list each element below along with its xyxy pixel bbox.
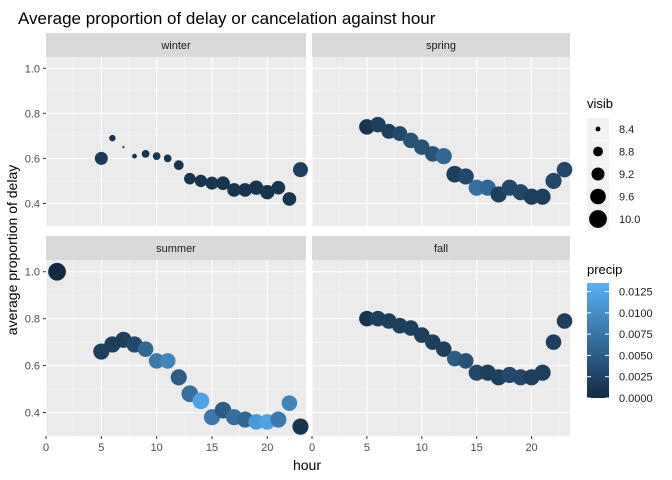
- facet-panel-spring: spring: [311, 33, 573, 227]
- facet-panel-winter: winter 0.4 0.6 0.8 1.0: [25, 33, 308, 227]
- facet-strip-label: spring: [426, 40, 456, 52]
- data-point: [109, 134, 116, 142]
- size-legend-label: 9.2: [619, 169, 634, 181]
- data-point: [534, 188, 551, 205]
- size-legend-dot: [595, 126, 601, 132]
- facet-strip-label: summer: [156, 243, 196, 255]
- data-point: [457, 168, 474, 185]
- color-legend-label: 0.0025: [619, 372, 653, 384]
- data-point: [556, 161, 573, 178]
- data-point: [227, 183, 241, 197]
- data-point: [392, 126, 408, 142]
- data-point: [192, 392, 210, 410]
- x-tick-label: 15: [471, 442, 483, 454]
- size-legend-dot: [590, 188, 606, 205]
- color-legend-label: 0.0075: [619, 329, 653, 341]
- panel-background: [46, 57, 306, 226]
- data-point: [248, 414, 264, 430]
- x-tick-label: 15: [206, 442, 218, 454]
- color-legend-label: 0.0125: [619, 287, 653, 299]
- data-point: [173, 160, 184, 171]
- data-point: [170, 369, 187, 386]
- data-point: [292, 162, 308, 178]
- panel-background: [46, 260, 306, 436]
- y-tick-label: 0.4: [25, 408, 40, 420]
- size-legend-label: 10.0: [619, 214, 640, 226]
- chart-title: Average proportion of delay or cancelati…: [18, 9, 436, 28]
- size-legend-dot: [591, 167, 605, 181]
- facet-strip: [46, 33, 306, 57]
- color-legend-label: 0.0000: [619, 393, 653, 405]
- color-legend-label: 0.0050: [619, 350, 653, 362]
- data-point: [270, 411, 287, 428]
- x-tick-label: 20: [525, 442, 537, 454]
- data-point: [260, 185, 275, 200]
- data-point: [292, 418, 309, 435]
- data-point: [194, 174, 208, 188]
- size-legend-label: 9.6: [619, 192, 634, 204]
- data-point: [457, 353, 474, 369]
- data-point: [545, 172, 562, 190]
- data-point: [435, 341, 452, 357]
- y-tick-label: 0.4: [25, 198, 40, 210]
- facet-strip: [46, 236, 306, 260]
- data-point: [122, 146, 125, 149]
- data-point: [281, 395, 298, 411]
- data-point: [271, 180, 286, 195]
- data-point: [141, 150, 150, 158]
- y-tick-label: 0.6: [25, 361, 40, 373]
- y-tick-label: 0.8: [25, 314, 40, 326]
- x-tick-label: 5: [364, 442, 370, 454]
- data-point: [370, 116, 386, 133]
- data-point: [148, 353, 165, 369]
- size-legend-label: 8.4: [619, 124, 634, 136]
- data-point: [216, 176, 230, 191]
- data-point: [94, 151, 108, 165]
- facet-strip-label: fall: [434, 243, 448, 255]
- x-tick-label: 10: [151, 442, 163, 454]
- data-point: [534, 364, 551, 381]
- data-point: [159, 353, 176, 369]
- y-tick-label: 0.6: [25, 153, 40, 165]
- data-point: [132, 153, 137, 159]
- x-tick-label: 20: [261, 442, 273, 454]
- x-tick-label: 0: [309, 442, 315, 454]
- facet-strip: [312, 236, 570, 260]
- color-legend-bar: [587, 283, 609, 398]
- data-point: [163, 154, 172, 163]
- color-legend-title: precip: [587, 262, 622, 277]
- data-point: [48, 262, 66, 281]
- data-point: [184, 172, 196, 185]
- data-point: [249, 180, 264, 195]
- y-tick-label: 0.8: [25, 108, 40, 120]
- x-tick-label: 0: [43, 442, 49, 454]
- data-point: [545, 334, 562, 350]
- size-legend-title: visib: [587, 96, 613, 111]
- size-legend-label: 8.8: [619, 147, 634, 159]
- y-tick-label: 1.0: [25, 267, 40, 279]
- data-point: [137, 341, 154, 357]
- size-legend-dot: [589, 210, 607, 228]
- facet-strip-label: winter: [160, 40, 191, 52]
- y-tick-label: 1.0: [25, 63, 40, 75]
- facet-panel-summer: summer 0.4 0.6 0.8 1.0 0 5 10 15 20: [25, 236, 309, 454]
- x-axis-title: hour: [293, 457, 321, 473]
- data-point: [238, 183, 252, 197]
- y-axis-title: average proportion of delay: [4, 165, 20, 335]
- data-point: [282, 192, 297, 206]
- data-point: [152, 152, 161, 161]
- x-tick-label: 5: [98, 442, 104, 454]
- facet-strip: [312, 33, 570, 57]
- data-point: [359, 310, 375, 327]
- facet-panel-fall: fall 0 5 10 15 20: [309, 236, 573, 454]
- data-point: [556, 313, 573, 329]
- color-legend-label: 0.0100: [619, 308, 653, 320]
- data-point: [205, 176, 219, 190]
- data-point: [435, 148, 452, 165]
- x-tick-label: 10: [416, 442, 428, 454]
- size-legend-dot: [593, 146, 603, 157]
